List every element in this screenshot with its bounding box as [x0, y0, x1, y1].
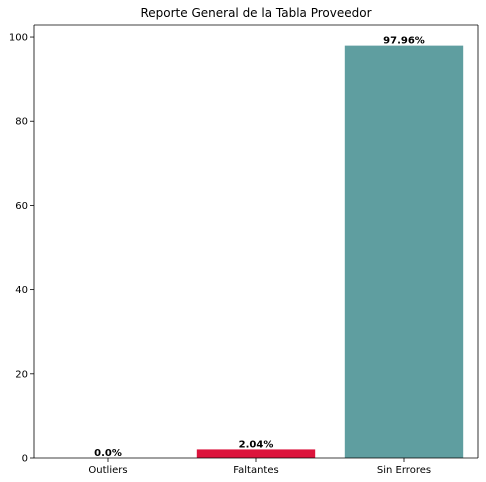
- y-tick-label-0: 0: [22, 454, 28, 465]
- bar-2: [344, 45, 464, 458]
- x-tick-label-0: Outliers: [88, 465, 127, 476]
- y-tick-label-1: 20: [15, 369, 28, 380]
- bar-1: [196, 449, 316, 458]
- y-tick-label-2: 40: [15, 285, 28, 296]
- chart-title: Reporte General de la Tabla Proveedor: [140, 6, 371, 20]
- x-tick-label-2: Sin Errores: [377, 465, 431, 476]
- y-tick-label-4: 80: [15, 117, 28, 128]
- plot-area: 0 20 40 60 80 100 Outliers Faltantes Sin Errores…: [9, 24, 479, 476]
- y-tick-label-3: 60: [15, 201, 28, 212]
- x-tick-label-1: Faltantes: [233, 465, 278, 476]
- data-label-2: 97.96%: [383, 36, 425, 47]
- y-tick-label-5: 100: [9, 33, 28, 44]
- data-label-1: 2.04%: [239, 439, 274, 450]
- data-label-0: 0.0%: [94, 448, 122, 459]
